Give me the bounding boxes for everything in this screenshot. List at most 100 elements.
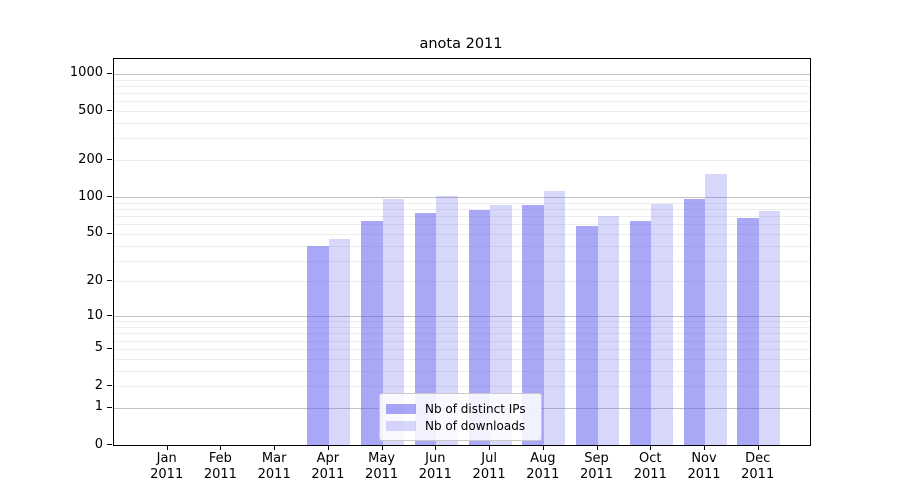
x-tick-label: Aug 2011 bbox=[526, 451, 560, 482]
gridline-minor bbox=[114, 370, 810, 372]
gridline-minor bbox=[114, 333, 810, 335]
y-tick bbox=[107, 159, 112, 161]
x-tick-label: Jun 2011 bbox=[418, 451, 452, 482]
x-tick-label: Jan 2011 bbox=[150, 451, 184, 482]
bar-downloads-apr bbox=[328, 239, 351, 445]
bar-downloads-jun bbox=[436, 196, 458, 445]
bar-downloads-jul bbox=[490, 204, 512, 445]
y-tick bbox=[107, 110, 112, 111]
x-tick bbox=[489, 445, 491, 450]
gridline-minor bbox=[114, 386, 810, 387]
x-tick-label: Mar 2011 bbox=[257, 451, 291, 482]
bar-distinct-ips-aug bbox=[522, 204, 544, 445]
y-tick-label: 100 bbox=[78, 188, 103, 204]
bar-downloads-aug bbox=[543, 190, 566, 445]
gridline-minor bbox=[114, 321, 810, 323]
bar-downloads-nov bbox=[705, 173, 727, 445]
gridline-minor bbox=[114, 123, 810, 124]
gridline-minor bbox=[114, 233, 810, 235]
gridline-minor bbox=[114, 245, 810, 247]
gridline-minor bbox=[114, 101, 810, 103]
y-tick-label: 2 bbox=[94, 377, 103, 393]
gridline-minor bbox=[114, 111, 810, 112]
gridline-minor bbox=[114, 93, 810, 94]
legend-swatch-downloads bbox=[386, 420, 416, 431]
y-tick-label: 1 bbox=[94, 399, 103, 415]
x-tick bbox=[381, 445, 383, 450]
gridline-minor bbox=[114, 138, 810, 140]
legend-item: Nb of distinct IPs bbox=[386, 400, 533, 417]
gridline-major bbox=[114, 197, 810, 199]
chart-title: anota 2011 bbox=[419, 36, 503, 52]
gridline-minor bbox=[114, 85, 810, 87]
gridline-minor bbox=[114, 224, 810, 226]
x-tick bbox=[757, 445, 759, 450]
y-tick-label: 0 bbox=[94, 436, 103, 452]
bar-distinct-ips-nov bbox=[683, 198, 705, 445]
plot-area bbox=[113, 58, 811, 446]
legend-label: Nb of downloads bbox=[425, 418, 526, 433]
legend: Nb of distinct IPs Nb of downloads bbox=[379, 393, 542, 441]
x-tick bbox=[220, 445, 222, 450]
y-tick bbox=[107, 385, 112, 386]
x-tick-label: Nov 2011 bbox=[687, 451, 721, 482]
x-tick-label: May 2011 bbox=[365, 451, 399, 482]
y-tick bbox=[107, 280, 112, 282]
y-tick bbox=[107, 315, 112, 317]
bar-distinct-ips-oct bbox=[629, 220, 652, 445]
y-tick bbox=[107, 72, 112, 74]
y-tick-label: 5 bbox=[94, 340, 103, 356]
bar-distinct-ips-jun bbox=[414, 213, 437, 445]
bar-downloads-may bbox=[382, 199, 405, 445]
x-tick bbox=[704, 445, 705, 450]
y-tick bbox=[107, 232, 112, 234]
bar-distinct-ips-may bbox=[361, 220, 383, 445]
x-tick-label: Dec 2011 bbox=[741, 451, 775, 482]
gridline-minor bbox=[114, 327, 810, 328]
x-tick bbox=[274, 445, 276, 450]
y-tick bbox=[107, 406, 112, 408]
gridline-minor bbox=[114, 79, 810, 81]
y-tick-label: 10 bbox=[86, 307, 103, 323]
y-tick-label: 1000 bbox=[69, 65, 103, 81]
y-tick bbox=[107, 196, 112, 198]
x-tick-label: Sep 2011 bbox=[579, 451, 614, 482]
y-tick-label: 200 bbox=[78, 151, 103, 167]
bar-downloads-oct bbox=[651, 203, 673, 445]
gridline-minor bbox=[114, 202, 810, 204]
x-tick bbox=[596, 445, 598, 450]
x-tick-label: Oct 2011 bbox=[633, 451, 667, 482]
x-tick bbox=[166, 445, 168, 450]
y-tick bbox=[107, 444, 112, 445]
legend-label: Nb of distinct IPs bbox=[425, 401, 526, 416]
gridline-minor bbox=[114, 208, 810, 210]
gridline-minor bbox=[114, 281, 810, 283]
x-tick bbox=[542, 445, 544, 450]
x-tick bbox=[435, 445, 437, 450]
legend-item: Nb of downloads bbox=[386, 417, 533, 434]
bar-distinct-ips-sep bbox=[576, 225, 598, 445]
gridline-minor bbox=[114, 160, 810, 162]
bar-distinct-ips-apr bbox=[307, 245, 329, 445]
x-tick-label: Apr 2011 bbox=[311, 451, 345, 482]
x-tick-label: Feb 2011 bbox=[203, 451, 237, 482]
bar-distinct-ips-jul bbox=[468, 209, 491, 445]
y-tick-label: 50 bbox=[86, 225, 103, 241]
y-tick-label: 20 bbox=[86, 272, 103, 288]
x-tick bbox=[327, 445, 329, 450]
gridline-minor bbox=[114, 340, 810, 342]
y-tick-label: 500 bbox=[78, 102, 103, 118]
gridline-major bbox=[114, 316, 810, 318]
legend-swatch-distinct-ips bbox=[386, 403, 416, 414]
gridline-minor bbox=[114, 358, 810, 360]
bar-downloads-dec bbox=[758, 210, 781, 445]
x-tick bbox=[650, 445, 652, 450]
gridline-minor bbox=[114, 348, 810, 350]
gridline-major bbox=[114, 73, 810, 75]
bar-downloads-sep bbox=[597, 216, 619, 445]
gridline-minor bbox=[114, 260, 810, 262]
y-tick bbox=[107, 347, 112, 349]
gridline-minor bbox=[114, 216, 810, 217]
bar-distinct-ips-dec bbox=[737, 218, 759, 445]
